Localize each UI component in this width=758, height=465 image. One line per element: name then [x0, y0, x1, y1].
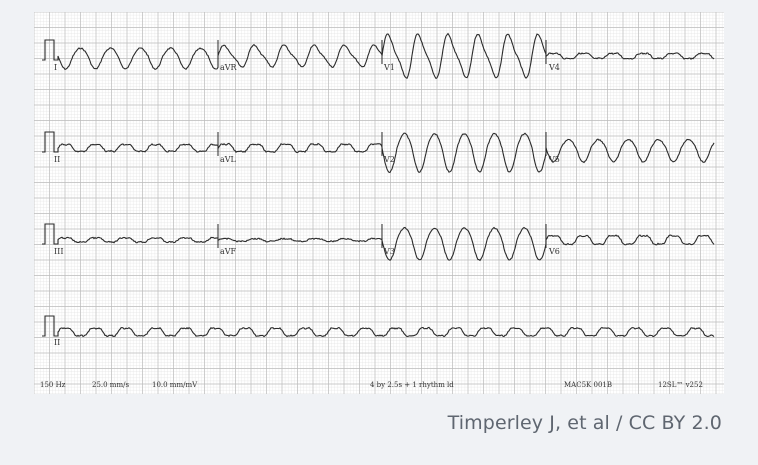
lead-label-V6: V6 — [548, 247, 560, 256]
footer-filter: 150 Hz — [40, 381, 66, 389]
footer-speed: 25.0 mm/s — [92, 381, 129, 389]
lead-label-V3: V3 — [383, 247, 395, 256]
lead-label-V5: V5 — [548, 155, 560, 164]
footer-format: 4 by 2.5s + 1 rhythm ld — [370, 381, 454, 389]
ecg-grid-major — [34, 12, 724, 394]
footer-device: MAC5K 001B — [564, 381, 612, 389]
footer-gain: 10.0 mm/mV — [152, 381, 198, 389]
ecg-grid-minor — [34, 12, 724, 394]
ecg-chart: I aVR V1 V4 II aVL V2 V5 III aVF V3 V6 I… — [34, 12, 724, 394]
lead-label-aVR: aVR — [220, 63, 238, 72]
ecg-traces — [42, 32, 715, 338]
lead-label-aVL: aVL — [220, 155, 237, 164]
lead-label-rhythm-II: II — [54, 338, 60, 347]
ecg-image: I aVR V1 V4 II aVL V2 V5 III aVF V3 V6 I… — [34, 12, 724, 394]
lead-label-V4: V4 — [548, 63, 560, 72]
footer-program: 12SL™ v252 — [658, 381, 703, 389]
lead-label-V1: V1 — [383, 63, 395, 72]
lead-label-II: II — [54, 155, 60, 164]
lead-label-I: I — [54, 63, 57, 72]
image-credit: Timperley J, et al / CC BY 2.0 — [447, 412, 722, 434]
ecg-trace-row-4 — [42, 315, 715, 338]
lead-label-V2: V2 — [383, 155, 395, 164]
lead-label-aVF: aVF — [220, 247, 237, 256]
lead-label-III: III — [54, 247, 63, 256]
